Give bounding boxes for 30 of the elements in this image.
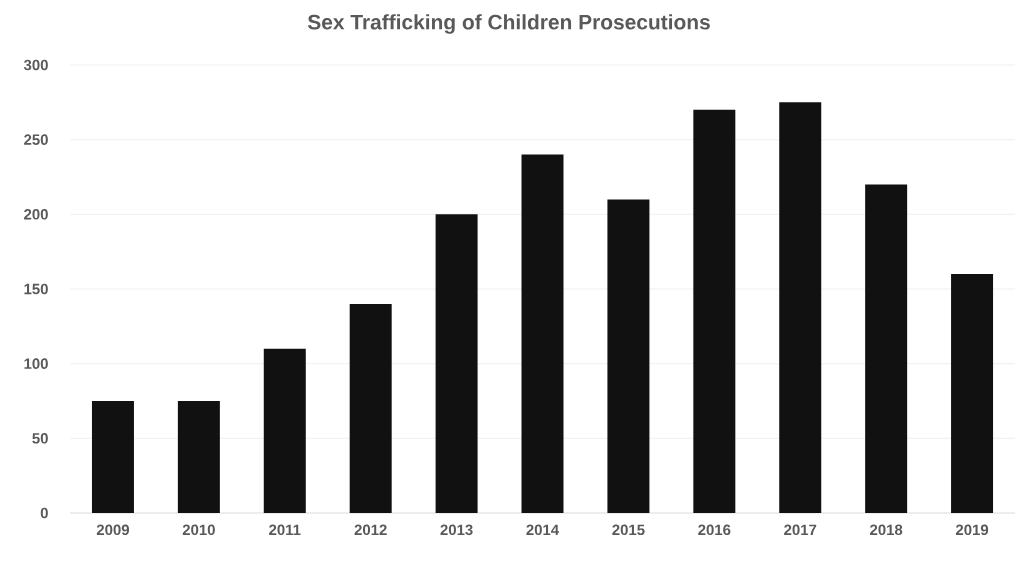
- x-tick-label: 2019: [955, 524, 989, 536]
- y-tick-label: 100: [24, 358, 48, 369]
- chart-title: Sex Trafficking of Children Prosecutions: [307, 14, 710, 34]
- x-tick-label: 2015: [612, 524, 645, 536]
- x-tick-label: 2011: [269, 524, 301, 536]
- x-tick-label: 2016: [698, 524, 731, 536]
- y-tick-label: 250: [24, 134, 48, 145]
- bar: [177, 401, 220, 513]
- bar: [607, 199, 650, 513]
- bar: [349, 303, 392, 513]
- bar: [951, 274, 994, 513]
- bar: [865, 184, 908, 513]
- y-tick-label: 200: [24, 209, 48, 220]
- y-tick-label: 300: [23, 59, 48, 71]
- y-tick-label: 50: [32, 433, 48, 444]
- x-tick-label: 2018: [870, 524, 903, 536]
- x-tick-label: 2010: [182, 524, 215, 536]
- x-tick-label: 2014: [526, 524, 560, 536]
- bar: [263, 348, 306, 513]
- bar: [693, 109, 736, 513]
- x-tick-label: 2012: [354, 524, 387, 536]
- bar: [91, 401, 134, 513]
- y-tick-label: 150: [24, 283, 48, 295]
- x-tick-label: 2017: [784, 524, 817, 536]
- bar: [521, 154, 564, 513]
- bar: [779, 102, 822, 513]
- x-tick-label: 2009: [96, 524, 130, 536]
- y-tick-label: 0: [40, 507, 48, 519]
- bar: [435, 214, 478, 513]
- x-tick-label: 2013: [440, 524, 473, 536]
